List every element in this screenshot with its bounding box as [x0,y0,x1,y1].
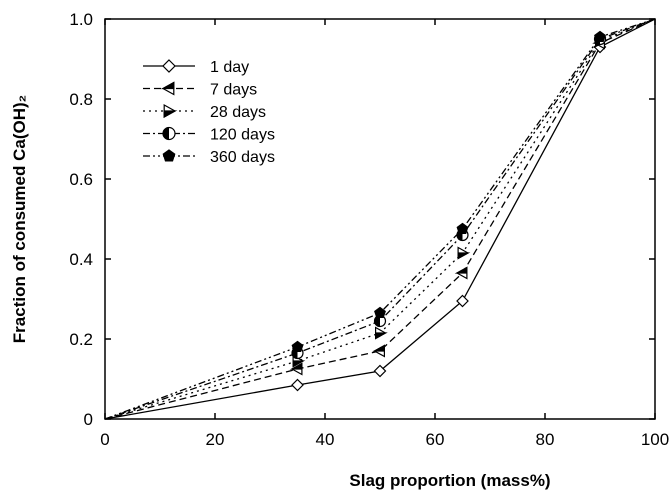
legend-marker-5 [162,149,176,162]
series-markers [289,30,608,392]
legend-label-1: 1 day [210,59,249,76]
legend-label-5: 360 days [210,149,275,166]
legend-marker-2 [160,81,175,96]
x-tick-label: 80 [536,430,555,449]
y-tick-label: 0.8 [69,90,93,109]
y-tick-label: 0.4 [69,250,93,269]
data-point-2 [454,266,468,280]
series-lines [104,18,656,420]
tick-labels: 0 20 40 60 80 100 0 0.2 0.4 0.6 0.8 1.0 [69,10,669,449]
legend-marker-1 [162,59,176,73]
x-tick-label: 20 [206,430,225,449]
y-tick-label: 1.0 [69,10,93,29]
plot-frame [104,18,656,420]
data-point-1 [373,364,387,378]
legend-marker-4 [162,126,176,141]
y-tick-label: 0.2 [69,330,93,349]
data-point-3 [457,246,471,260]
legend-label-3: 28 days [210,104,266,121]
x-axis-title: Slag proportion (mass%) [349,471,550,490]
data-point-1 [291,378,304,392]
data-point-5 [456,222,469,235]
data-point-1 [456,294,469,308]
legend: 1 day 7 days 28 days 120 days 360 days [143,59,275,166]
data-point-4 [373,314,387,328]
axis-ticks [104,18,656,420]
data-point-2 [289,362,303,376]
series-line-1 [104,18,656,420]
y-axis-title: Fraction of consumed Ca(OH)₂ [10,95,29,343]
data-point-3 [375,326,388,340]
data-point-2 [372,344,385,358]
data-point-5 [594,30,606,43]
data-point-5 [374,306,386,319]
y-tick-label: 0 [84,410,93,429]
legend-label-2: 7 days [210,82,257,99]
x-tick-label: 40 [316,430,335,449]
y-tick-label: 0.6 [69,170,93,189]
series-line-5 [104,18,656,420]
data-point-5 [291,340,304,353]
x-tick-label: 0 [100,430,109,449]
series-line-4 [104,18,656,420]
x-tick-label: 60 [426,430,445,449]
series-line-2 [104,18,656,420]
x-tick-label: 100 [641,430,669,449]
legend-marker-3 [163,103,178,119]
legend-label-4: 120 days [210,127,275,144]
